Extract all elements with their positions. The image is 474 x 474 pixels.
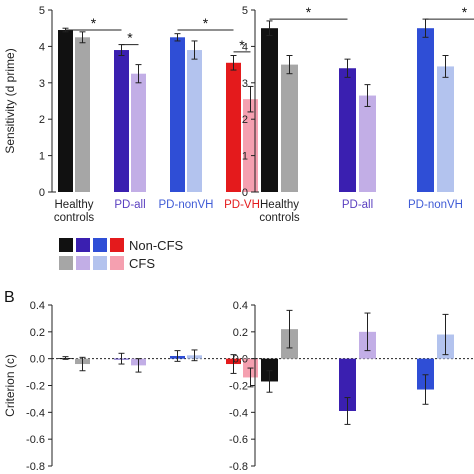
legend-swatch-pdall-cfs [76,256,90,270]
bar-pd-nonvh-noncfs [417,28,434,193]
group-label: Healthy [55,199,94,211]
legend-swatch-healthy-cfs [59,256,73,270]
panel-b-label: B [4,289,15,306]
legend-label-cfs: CFS [129,256,155,271]
significance-marker: * [306,4,312,20]
y-axis-title: Sensitivity (d prime) [3,48,17,153]
bar-healthy-controls-noncfs [261,358,278,382]
y-axis-title: Criterion (c) [3,354,17,417]
bar-pd-nonvh-cfs [187,50,202,192]
y-tick-label: 5 [39,5,45,17]
y-tick-label: -0.6 [229,434,248,446]
bar-healthy-controls-cfs [281,64,298,192]
bar-healthy-controls-noncfs [58,30,73,192]
group-label: PD-nonVH [159,199,214,211]
y-tick-label: -0.4 [26,407,45,419]
bar-pd-all-noncfs [339,358,356,411]
group-label: Healthy [260,199,299,211]
y-tick-label: 0.2 [233,327,248,339]
y-tick-label: 0.4 [233,300,248,312]
y-tick-label: 0.0 [30,354,45,366]
y-tick-label: 0.2 [30,327,45,339]
y-tick-label: -0.4 [229,407,248,419]
group-label: PD-all [342,199,373,211]
legend-label-noncfs: Non-CFS [129,238,184,253]
y-tick-label: -0.8 [26,461,45,473]
legend-swatch-pdall-noncfs [76,238,90,252]
significance-marker: * [127,30,133,46]
y-tick-label: 0 [39,187,45,199]
legend-swatch-pdnonvh-noncfs [93,238,107,252]
group-label: controls [259,212,300,224]
bar-pd-all-cfs [359,95,376,192]
bar-pd-all-cfs [131,73,146,192]
bar-healthy-controls-cfs [75,37,90,192]
bar-pd-all-noncfs [339,68,356,192]
group-label: controls [54,212,95,224]
y-tick-label: 2 [242,114,248,126]
bar-pd-nonvh-cfs [437,66,454,192]
y-tick-label: 0.0 [233,354,248,366]
panel-b-right: -0.8 -0.6 -0.4 -0.2 0.0 0.2 0.4 [229,300,474,473]
y-tick-label: -0.8 [229,461,248,473]
y-tick-label: 2 [39,114,45,126]
y-tick-label: 3 [39,78,45,90]
group-label: PD-all [114,199,145,211]
y-tick-label: 3 [242,78,248,90]
y-tick-label: 4 [39,41,45,53]
panel-b-left: -0.8 -0.6 -0.4 -0.2 0.0 0.2 0.4 Criterion (c) [3,300,262,473]
y-tick-label: -0.2 [26,381,45,393]
bar-pd-all-noncfs [114,50,129,192]
y-tick-label: -0.6 [26,434,45,446]
legend-swatch-pdvh-cfs [110,256,124,270]
group-label: PD-nonVH [408,199,463,211]
bar-pd-nonvh-noncfs [417,358,434,390]
y-tick-label: 0 [242,187,248,199]
legend-swatch-healthy-noncfs [59,238,73,252]
significance-marker: * [203,15,209,31]
y-tick-label: 5 [242,5,248,17]
group-label: PD-VH [224,199,260,211]
significance-marker: * [91,15,97,31]
legend: Non-CFS CFS [59,238,184,271]
y-tick-label: 1 [242,151,248,163]
significance-marker: * [239,37,245,53]
y-tick-label: 4 [242,41,248,53]
bar-healthy-controls-noncfs [261,28,278,193]
y-tick-label: 0.4 [30,300,45,312]
significance-marker: * [462,4,468,20]
bar-pd-nonvh-noncfs [170,37,185,192]
panel-a-right: 012345**#HealthycontrolsPD-allPD-nonVHPD… [242,4,474,224]
bar-pd-vh-cfs [243,99,258,192]
y-tick-label: 1 [39,151,45,163]
bar-pd-vh-noncfs [226,62,241,192]
legend-swatch-pdvh-noncfs [110,238,124,252]
legend-swatch-pdnonvh-cfs [93,256,107,270]
y-tick-label: -0.2 [229,381,248,393]
